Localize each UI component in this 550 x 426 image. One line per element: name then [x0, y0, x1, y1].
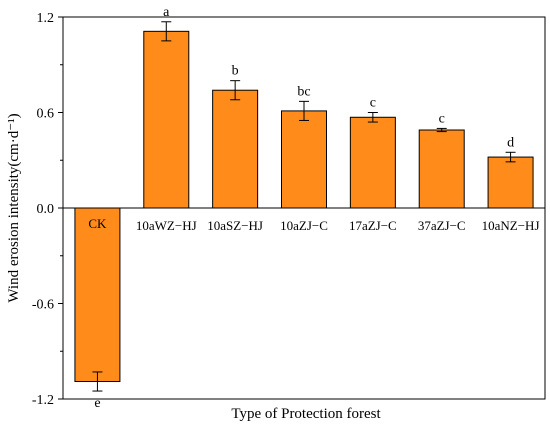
- x-tick-label: 37aZJ−C: [418, 218, 466, 233]
- x-tick-label: 10aSZ−HJ: [207, 218, 263, 233]
- bar: [487, 156, 534, 209]
- significance-label: a: [163, 5, 170, 20]
- bar: [143, 30, 190, 209]
- x-tick-label: 10aZJ−C: [280, 218, 328, 233]
- significance-label: c: [439, 111, 445, 126]
- y-tick-label: -0.6: [32, 298, 54, 313]
- y-tick-label: 0.6: [37, 107, 55, 122]
- plot-area: -1.2 -0.6 0.0 0.6 1.2 CK e 10aWZ−HJ a 10aSZ−HJ b 10…: [32, 5, 546, 411]
- bar: [418, 129, 465, 209]
- y-tick-label: 1.2: [37, 11, 55, 26]
- bar: [349, 116, 396, 209]
- significance-label: b: [232, 64, 239, 79]
- significance-label: c: [370, 96, 376, 111]
- x-axis-label: Type of Protection forest: [231, 406, 381, 422]
- x-tick-label: 10aWZ−HJ: [136, 218, 197, 233]
- y-axis-label: Wind erosion intensity(cm·d⁻¹): [6, 113, 22, 302]
- significance-label: bc: [297, 84, 310, 99]
- y-tick-label: -1.2: [32, 393, 54, 408]
- significance-label: d: [507, 135, 514, 150]
- y-tick-label: 0.0: [37, 202, 55, 217]
- significance-label: e: [94, 396, 100, 411]
- bar: [281, 110, 327, 209]
- bar: [74, 207, 121, 382]
- x-tick-label: CK: [88, 216, 107, 231]
- bar: [212, 89, 259, 209]
- x-tick-label: 10aNZ−HJ: [482, 218, 540, 233]
- x-tick-label: 17aZJ−C: [349, 218, 397, 233]
